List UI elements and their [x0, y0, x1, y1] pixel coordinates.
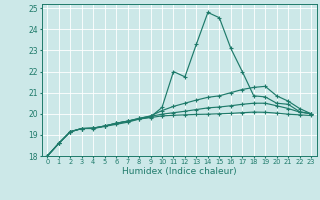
X-axis label: Humidex (Indice chaleur): Humidex (Indice chaleur): [122, 167, 236, 176]
